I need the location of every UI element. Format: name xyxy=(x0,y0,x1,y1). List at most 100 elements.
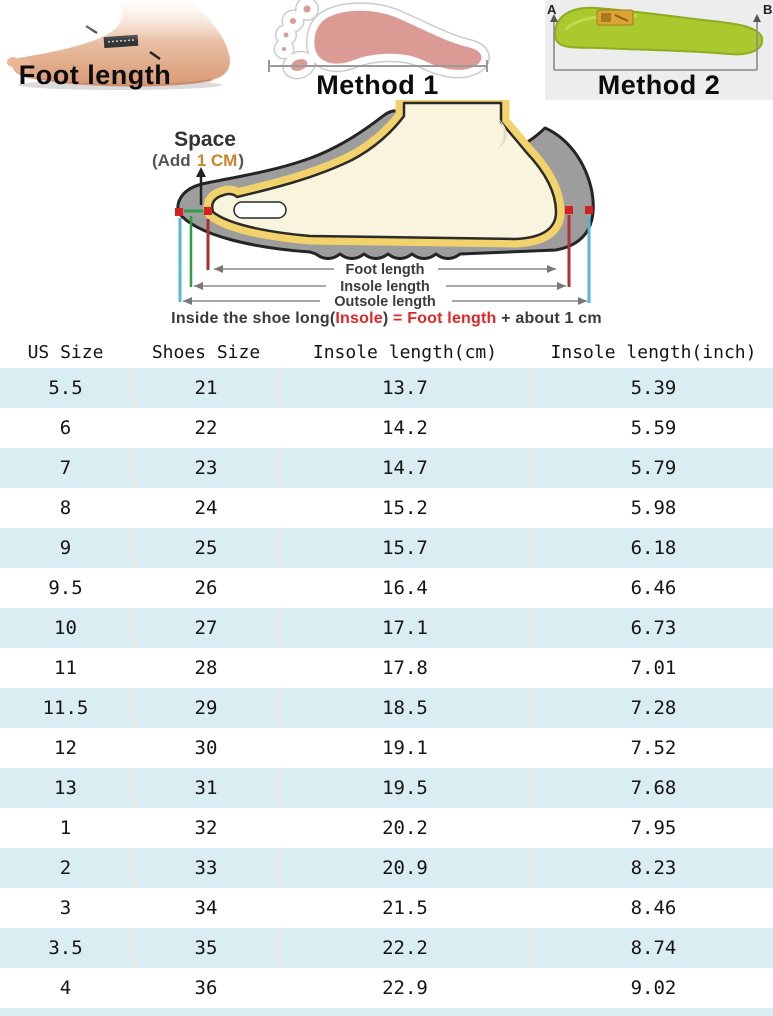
table-cell: 34 xyxy=(136,888,276,928)
column-gap xyxy=(131,368,136,408)
table-row: 12 30 19.1 7.52 xyxy=(0,728,773,768)
column-gap xyxy=(131,488,136,528)
table-cell: 9.5 xyxy=(0,568,131,608)
table-cell: 30 xyxy=(136,728,276,768)
table-row: 11 28 17.8 7.01 xyxy=(0,648,773,688)
column-gap xyxy=(131,888,136,928)
method2-label: Method 2 xyxy=(597,70,721,100)
method2-dimension-line xyxy=(553,20,758,71)
table-cell: 25 xyxy=(136,528,276,568)
method2-panel: A B Method 2 xyxy=(545,0,773,100)
column-gap xyxy=(131,648,136,688)
column-gap xyxy=(529,568,534,608)
table-cell: 24 xyxy=(136,488,276,528)
column-gap xyxy=(276,968,281,1008)
table-cell: 7.95 xyxy=(534,808,773,848)
insole-brand-label xyxy=(596,9,634,26)
formula-foot-length: Foot length xyxy=(407,310,497,327)
table-cell: 28 xyxy=(136,648,276,688)
column-gap xyxy=(529,688,534,728)
header-insole-inch: Insole length(inch) xyxy=(550,341,757,363)
column-gap xyxy=(276,928,281,968)
table-cell: 3.5 xyxy=(0,928,131,968)
foot-length-measure-label: Foot length xyxy=(346,262,425,278)
column-gap xyxy=(131,728,136,768)
foot-length-panel: Foot length xyxy=(0,0,240,100)
point-b-label: B xyxy=(763,2,772,17)
table-row: 8 24 15.2 5.98 xyxy=(0,488,773,528)
table-cell: 8.23 xyxy=(534,848,773,888)
column-gap xyxy=(276,408,281,448)
formula-insole: Insole xyxy=(335,310,383,327)
formula-equals: = xyxy=(393,310,403,327)
column-gap xyxy=(276,728,281,768)
table-cell: 6.46 xyxy=(534,568,773,608)
table-cell: 5.59 xyxy=(534,408,773,448)
column-gap xyxy=(131,808,136,848)
column-gap xyxy=(131,928,136,968)
column-gap xyxy=(131,528,136,568)
column-gap xyxy=(529,928,534,968)
table-cell: 20.2 xyxy=(281,808,529,848)
column-gap xyxy=(529,768,534,808)
table-cell: 26 xyxy=(136,568,276,608)
space-label: Space xyxy=(174,128,236,151)
table-cell: 9.02 xyxy=(534,968,773,1008)
table-cell: 8.74 xyxy=(534,928,773,968)
table-cell: 22 xyxy=(136,408,276,448)
table-row: 5.5 21 13.7 5.39 xyxy=(0,368,773,408)
table-cell: 36 xyxy=(136,968,276,1008)
method1-dimension-line xyxy=(268,60,488,72)
table-row: 3.5 35 22.2 8.74 xyxy=(0,928,773,968)
column-gap xyxy=(529,888,534,928)
table-cell: 7.28 xyxy=(534,688,773,728)
insole-illustration: A B xyxy=(545,0,773,100)
column-gap xyxy=(529,408,534,448)
foot-length-label: Foot length xyxy=(18,60,172,90)
table-cell: 14.2 xyxy=(281,408,529,448)
column-gap xyxy=(131,688,136,728)
formula-text: + about xyxy=(496,310,565,327)
column-gap xyxy=(276,568,281,608)
table-cell: 7.68 xyxy=(534,768,773,808)
table-cell: 8.46 xyxy=(534,888,773,928)
table-cell: 12 xyxy=(0,728,131,768)
reference-lines xyxy=(178,215,591,303)
formula-value: 1 cm xyxy=(564,310,602,327)
table-cell: 21 xyxy=(136,368,276,408)
table-row: 11.5 29 18.5 7.28 xyxy=(0,688,773,728)
column-gap xyxy=(276,768,281,808)
table-row: 9 25 15.7 6.18 xyxy=(0,528,773,568)
toe-nail xyxy=(233,201,287,219)
column-gap xyxy=(131,408,136,448)
column-gap xyxy=(276,448,281,488)
size-table: US Size Shoes Size Insole length(cm) Ins… xyxy=(0,336,773,1016)
column-gap xyxy=(276,528,281,568)
table-cell: 5.39 xyxy=(534,368,773,408)
dimension-lines xyxy=(183,268,587,302)
table-cell: 35 xyxy=(136,928,276,968)
method1-panel: Method 1 xyxy=(255,0,500,100)
column-gap xyxy=(276,688,281,728)
space-add-label: (Add 1 CM) xyxy=(152,151,244,170)
column-gap xyxy=(131,848,136,888)
outsole-length-measure-label: Outsole length xyxy=(334,294,436,310)
table-cell: 6 xyxy=(0,408,131,448)
column-gap xyxy=(276,888,281,928)
column-gap xyxy=(276,848,281,888)
column-gap xyxy=(529,368,534,408)
table-row: 4 36 22.9 9.02 xyxy=(0,968,773,1008)
table-row: 3 34 21.5 8.46 xyxy=(0,888,773,928)
column-gap xyxy=(131,968,136,1008)
column-gap xyxy=(276,488,281,528)
table-cell: 8 xyxy=(0,488,131,528)
table-row: 1 32 20.2 7.95 xyxy=(0,808,773,848)
measurement-markers xyxy=(175,206,593,216)
table-row: 10 27 17.1 6.73 xyxy=(0,608,773,648)
formula-text: ) xyxy=(382,310,394,327)
header-shoes-size: Shoes Size xyxy=(151,341,261,363)
column-gap xyxy=(131,568,136,608)
table-cell: 6.18 xyxy=(534,528,773,568)
column-gap xyxy=(529,648,534,688)
table-cell: 19.5 xyxy=(281,768,529,808)
